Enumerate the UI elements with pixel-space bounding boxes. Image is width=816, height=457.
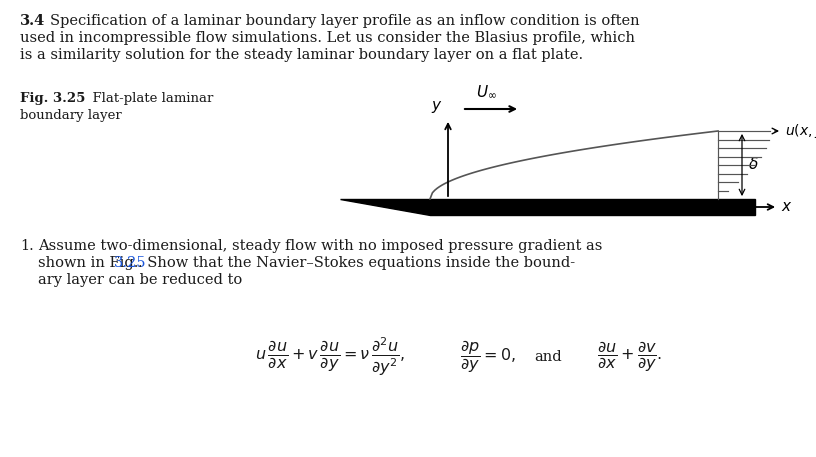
- Text: shown in Fig.: shown in Fig.: [38, 256, 143, 270]
- Text: boundary layer: boundary layer: [20, 109, 122, 122]
- Text: $u\,\dfrac{\partial u}{\partial x} + v\,\dfrac{\partial u}{\partial y} = \nu\,\d: $u\,\dfrac{\partial u}{\partial x} + v\,…: [255, 336, 405, 378]
- Text: $U_\infty$: $U_\infty$: [476, 84, 496, 100]
- Text: $y$: $y$: [432, 99, 443, 115]
- Text: $\dfrac{\partial u}{\partial x} + \dfrac{\partial v}{\partial y}.$: $\dfrac{\partial u}{\partial x} + \dfrac…: [597, 340, 663, 374]
- Text: 3.25: 3.25: [114, 256, 147, 270]
- Text: Specification of a laminar boundary layer profile as an inflow condition is ofte: Specification of a laminar boundary laye…: [50, 14, 640, 28]
- Text: is a similarity solution for the steady laminar boundary layer on a flat plate.: is a similarity solution for the steady …: [20, 48, 583, 62]
- Text: and: and: [534, 350, 561, 364]
- Text: $x$: $x$: [781, 200, 792, 214]
- Text: 1.: 1.: [20, 239, 33, 253]
- Polygon shape: [340, 199, 755, 215]
- Text: $\delta$: $\delta$: [748, 156, 759, 172]
- Text: $u(x,y)$: $u(x,y)$: [785, 122, 816, 140]
- Text: 3.4: 3.4: [20, 14, 45, 28]
- Text: Flat-plate laminar: Flat-plate laminar: [84, 92, 213, 105]
- Text: $\dfrac{\partial p}{\partial y} = 0,$: $\dfrac{\partial p}{\partial y} = 0,$: [460, 339, 516, 376]
- Text: . Show that the Navier–Stokes equations inside the bound-: . Show that the Navier–Stokes equations …: [138, 256, 575, 270]
- Text: used in incompressible flow simulations. Let us consider the Blasius profile, wh: used in incompressible flow simulations.…: [20, 31, 635, 45]
- Text: ary layer can be reduced to: ary layer can be reduced to: [38, 273, 242, 287]
- Text: Fig. 3.25: Fig. 3.25: [20, 92, 86, 105]
- Text: Assume two-dimensional, steady flow with no imposed pressure gradient as: Assume two-dimensional, steady flow with…: [38, 239, 602, 253]
